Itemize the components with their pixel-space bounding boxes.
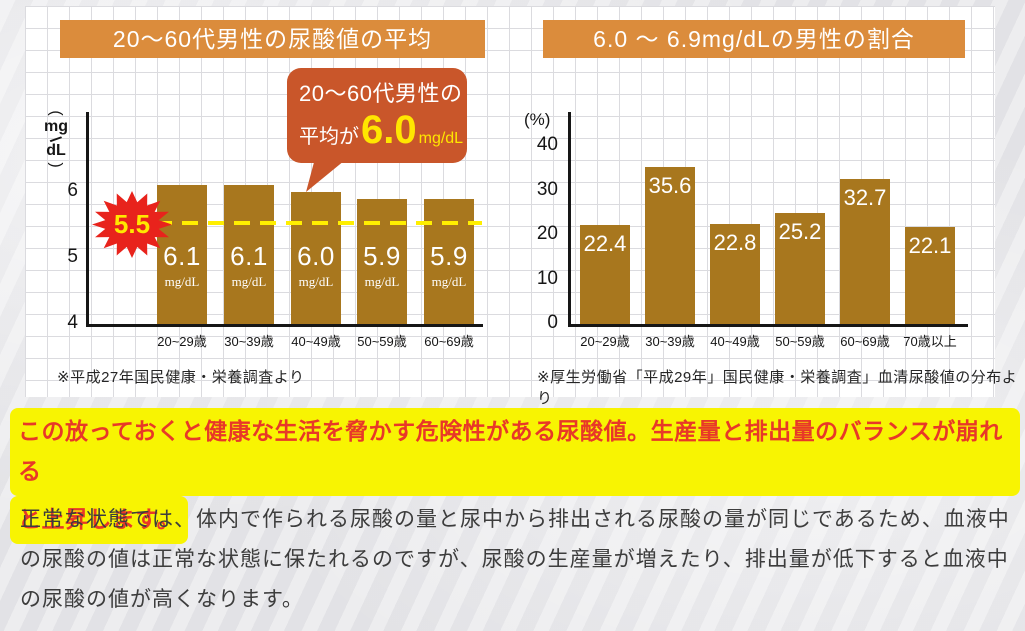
right-bar-value-label: 25.2: [778, 219, 822, 244]
right-bar-40~49歳: 22.8: [710, 224, 760, 324]
left-x-label-40~49歳: 40~49歳: [291, 334, 341, 349]
right-x-label-40~49歳: 40~49歳: [710, 334, 760, 349]
right-bar-50~59歳: 25.2: [775, 213, 825, 324]
right-y-tick-40: 40: [536, 134, 558, 155]
left-x-label-50~59歳: 50~59歳: [357, 334, 407, 349]
right-bar-value-label: 22.1: [908, 233, 952, 258]
left-bar-value-label: 6.1 mg/dL: [224, 241, 274, 290]
right-x-label-20~29歳: 20~29歳: [580, 334, 630, 349]
left-chart-title: 20〜60代男性の尿酸値の平均: [60, 20, 485, 58]
right-x-label-50~59歳: 50~59歳: [775, 334, 825, 349]
left-x-label-20~29歳: 20~29歳: [157, 334, 207, 349]
left-bar-60~69歳: 5.9 mg/dL: [424, 199, 474, 324]
graph-paper-panel: [25, 6, 995, 397]
bar-value-unit: mg/dL: [298, 274, 334, 289]
left-y-axis-unit-label: ( mg / dL ): [40, 106, 72, 172]
paren-open: (: [47, 110, 65, 116]
left-y-tick-6: 6: [67, 180, 78, 201]
left-bar-40~49歳: 6.0 mg/dL: [291, 192, 341, 324]
left-y-axis-line: [86, 112, 89, 327]
right-bar-value-label: 35.6: [648, 173, 692, 198]
left-bar-value-label: 6.0 mg/dL: [291, 241, 341, 290]
reference-line-5-5: [104, 221, 482, 225]
left-bar-value-label: 5.9 mg/dL: [357, 241, 407, 290]
right-bar-value-label: 22.8: [713, 230, 757, 255]
highlight-line1: この放っておくと健康な生活を脅かす危険性がある尿酸値。生産量と排出量のバランスが…: [10, 408, 1020, 496]
right-bar-70歳以上: 22.1: [905, 227, 955, 324]
right-y-tick-0: 0: [547, 312, 558, 333]
body-paragraph: 正常な状態では、体内で作られる尿酸の量と尿中から排出される尿酸の量が同じであるた…: [20, 508, 1010, 611]
right-bar-value-label: 32.7: [843, 185, 887, 210]
highlight-statement: この放っておくと健康な生活を脅かす危険性がある尿酸値。生産量と排出量のバランスが…: [10, 408, 1020, 544]
bar-value-unit: mg/dL: [364, 274, 400, 289]
left-bar-value-label: 5.9 mg/dL: [424, 241, 474, 290]
left-x-label-60~69歳: 60~69歳: [424, 334, 474, 349]
right-bar-value-label: 22.4: [583, 231, 627, 256]
callout-prefix: 平均が: [299, 126, 359, 148]
bar-value-unit: mg/dL: [164, 274, 200, 289]
bar-value: 6.1: [163, 241, 201, 271]
bar-value: 6.1: [230, 241, 268, 271]
highlight-line2: と上昇します。: [10, 496, 189, 544]
threshold-badge-value: 5.5: [113, 209, 151, 239]
bar-value: 5.9: [363, 241, 401, 271]
average-callout-bubble: 20〜60代男性の 平均が 6.0 mg/dL: [287, 68, 467, 163]
callout-value: 6.0: [361, 108, 417, 152]
right-x-label-70歳以上: 70歳以上: [903, 334, 957, 349]
right-y-tick-30: 30: [536, 178, 558, 200]
right-y-tick-20: 20: [536, 223, 558, 244]
left-bar-50~59歳: 5.9 mg/dL: [357, 199, 407, 324]
left-chart-source: ※平成27年国民健康・栄養調査より: [57, 369, 305, 386]
callout-line1: 20〜60代男性の: [299, 81, 463, 106]
right-x-label-30~39歳: 30~39歳: [645, 334, 695, 349]
left-x-label-30~39歳: 30~39歳: [224, 334, 274, 349]
right-bar-30~39歳: 35.6: [645, 167, 695, 324]
bar-value-unit: mg/dL: [431, 274, 467, 289]
right-y-tick-10: 10: [536, 267, 558, 289]
left-y-tick-5: 5: [67, 246, 78, 267]
right-x-axis-line: [568, 324, 968, 327]
right-chart-source: ※厚生労働省「平成29年」国民健康・栄養調査」血清尿酸値の分布より: [537, 369, 1018, 407]
bar-value: 6.0: [297, 241, 335, 271]
unit-mg: mg: [44, 118, 68, 135]
callout-unit: mg/dL: [418, 130, 464, 147]
threshold-badge-starburst: 5.5: [92, 191, 172, 258]
left-x-axis-line: [86, 324, 483, 327]
right-y-axis-line: [568, 112, 571, 327]
right-bar-60~69歳: 32.7: [840, 179, 890, 324]
callout-line2: 平均が 6.0 mg/dL: [299, 110, 467, 150]
paren-close: ): [47, 162, 65, 168]
left-y-tick-4: 4: [67, 312, 78, 333]
bar-value: 5.9: [430, 241, 468, 271]
right-chart-title: 6.0 〜 6.9mg/dLの男性の割合: [543, 20, 965, 58]
right-x-label-60~69歳: 60~69歳: [840, 334, 890, 349]
left-bar-20~29歳: 6.1 mg/dL: [157, 185, 207, 324]
left-bar-value-label: 6.1 mg/dL: [157, 241, 207, 290]
right-bar-20~29歳: 22.4: [580, 225, 630, 324]
right-y-axis-unit-label: (%): [524, 110, 551, 129]
unit-dl: dL: [46, 142, 66, 159]
left-bar-30~39歳: 6.1 mg/dL: [224, 185, 274, 324]
bar-value-unit: mg/dL: [231, 274, 267, 289]
